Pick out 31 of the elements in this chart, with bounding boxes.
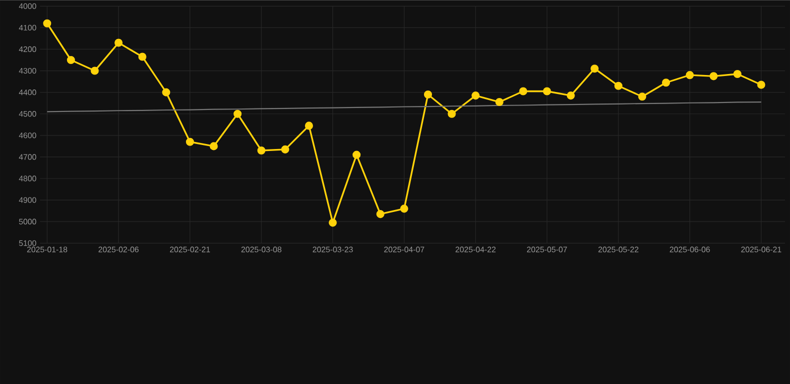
point — [66, 56, 75, 64]
point — [733, 70, 742, 78]
point — [566, 91, 575, 100]
point — [352, 150, 361, 159]
point — [448, 110, 456, 118]
point — [424, 90, 432, 98]
point — [162, 88, 170, 96]
point — [376, 210, 384, 218]
point — [186, 138, 194, 146]
point — [495, 98, 504, 106]
point — [43, 19, 52, 28]
point — [614, 82, 622, 90]
point — [757, 80, 766, 89]
point — [686, 70, 694, 80]
point — [542, 87, 552, 96]
point — [304, 122, 314, 130]
point — [90, 66, 99, 75]
point — [234, 110, 242, 118]
point — [210, 142, 218, 150]
point — [590, 64, 599, 73]
point — [519, 87, 528, 96]
point — [710, 72, 718, 80]
point — [281, 145, 290, 154]
point — [114, 38, 123, 47]
point — [662, 78, 670, 87]
point — [138, 52, 146, 61]
point — [638, 92, 646, 101]
point — [328, 218, 337, 227]
point — [472, 91, 480, 100]
point — [400, 204, 408, 213]
point — [257, 146, 266, 154]
